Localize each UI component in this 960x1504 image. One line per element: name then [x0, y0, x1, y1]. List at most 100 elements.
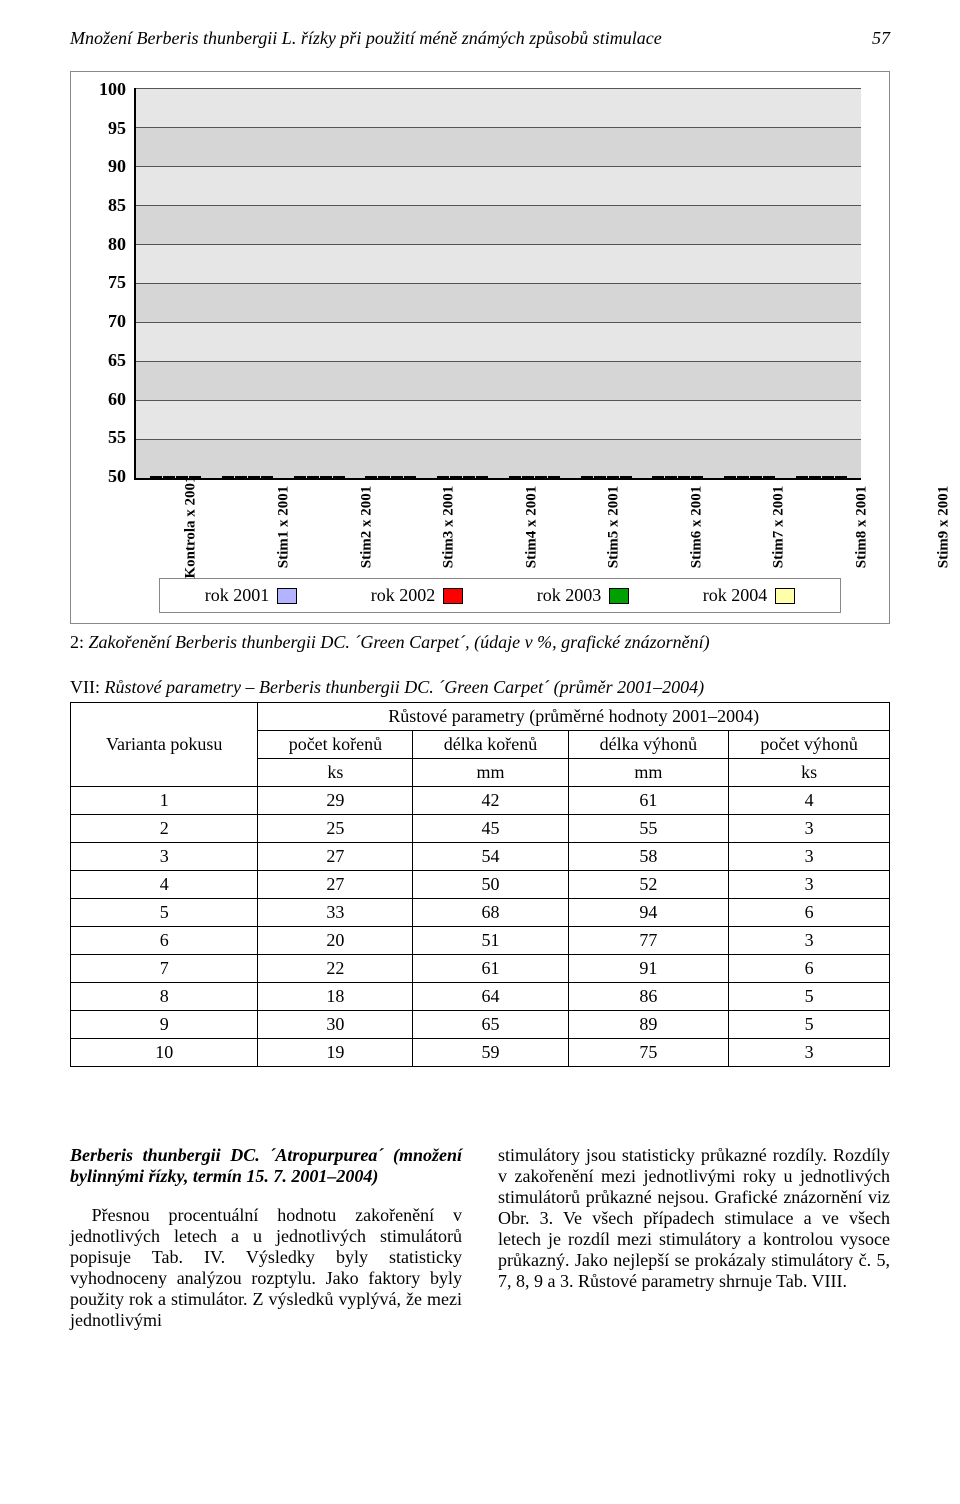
table-cell: 20 [258, 927, 413, 955]
legend-swatch [443, 588, 463, 604]
y-tick: 85 [99, 195, 126, 216]
table-unit: mm [568, 759, 729, 787]
bar-group [499, 476, 571, 478]
data-table: Varianta pokusu Růstové parametry (průmě… [70, 702, 890, 1067]
table-cell: 3 [729, 871, 890, 899]
x-category: Kontrola x 2001 [150, 475, 232, 578]
y-tick: 60 [99, 389, 126, 410]
x-axis-labels: Kontrola x 2001Stim1 x 2001Stim2 x 2001S… [139, 486, 861, 568]
table-col-header: délka kořenů [413, 731, 568, 759]
bar-group [427, 476, 499, 478]
x-category: Stim7 x 2001 [737, 486, 819, 569]
bar [822, 476, 834, 478]
bar [391, 476, 403, 478]
legend-swatch [775, 588, 795, 604]
table-cell: 7 [71, 955, 258, 983]
y-tick: 65 [99, 350, 126, 371]
bar [620, 476, 632, 478]
bar [307, 476, 319, 478]
bar [365, 476, 377, 478]
table-caption: VII: Růstové parametry – Berberis thunbe… [70, 677, 890, 698]
table-cell: 5 [729, 1011, 890, 1039]
bar-group [785, 476, 857, 478]
table-cell: 65 [413, 1011, 568, 1039]
bar [809, 476, 821, 478]
table-row: 62051773 [71, 927, 890, 955]
bar [835, 476, 847, 478]
table-cell: 61 [413, 955, 568, 983]
table-row: 12942614 [71, 787, 890, 815]
table-cell: 77 [568, 927, 729, 955]
table-unit: ks [258, 759, 413, 787]
table-cell: 8 [71, 983, 258, 1011]
bar [450, 476, 462, 478]
plot-area [134, 88, 861, 480]
table-cell: 4 [729, 787, 890, 815]
legend-label: rok 2004 [703, 585, 768, 606]
x-category: Stim8 x 2001 [820, 486, 902, 569]
bar-group [642, 476, 714, 478]
legend-label: rok 2002 [371, 585, 436, 606]
table-cell: 50 [413, 871, 568, 899]
chart-legend: rok 2001rok 2002rok 2003rok 2004 [159, 578, 841, 613]
bar [796, 476, 808, 478]
table-unit: mm [413, 759, 568, 787]
bar [294, 476, 306, 478]
table-row: 42750523 [71, 871, 890, 899]
plot-grid [136, 88, 861, 478]
left-paragraph: Přesnou procentuální hodnotu zakořenění … [70, 1205, 462, 1331]
legend-item: rok 2003 [537, 585, 630, 606]
table-cell: 68 [413, 899, 568, 927]
bar [476, 476, 488, 478]
legend-swatch [277, 588, 297, 604]
legend-label: rok 2003 [537, 585, 602, 606]
left-column: Berberis thunbergii DC. ´Atropurpurea´ (… [70, 1127, 462, 1349]
table-row: 93065895 [71, 1011, 890, 1039]
body-columns: Berberis thunbergii DC. ´Atropurpurea´ (… [70, 1127, 890, 1349]
bar [652, 476, 664, 478]
y-tick: 70 [99, 311, 126, 332]
bar [261, 476, 273, 478]
table-cell: 94 [568, 899, 729, 927]
right-column: stimulátory jsou statisticky průkazné ro… [498, 1127, 890, 1349]
y-tick: 55 [99, 427, 126, 448]
bar [737, 476, 749, 478]
bar [320, 476, 332, 478]
table-cell: 33 [258, 899, 413, 927]
table-cell: 30 [258, 1011, 413, 1039]
table-cell: 86 [568, 983, 729, 1011]
bar [535, 476, 547, 478]
table-cell: 3 [71, 843, 258, 871]
table-head-params: Růstové parametry (průměrné hodnoty 2001… [258, 703, 890, 731]
table-cell: 3 [729, 843, 890, 871]
y-axis: 10095908580757065605550 [99, 88, 134, 478]
table-cell: 54 [413, 843, 568, 871]
table-cell: 89 [568, 1011, 729, 1039]
x-category: Stim1 x 2001 [242, 486, 324, 569]
x-category: Stim3 x 2001 [407, 486, 489, 569]
bar [665, 476, 677, 478]
y-tick: 80 [99, 234, 126, 255]
table-cell: 59 [413, 1039, 568, 1067]
bar [750, 476, 762, 478]
bar [437, 476, 449, 478]
x-category: Stim2 x 2001 [325, 486, 407, 569]
y-tick: 100 [99, 79, 126, 100]
right-paragraph: stimulátory jsou statisticky průkazné ro… [498, 1145, 890, 1292]
x-category: Stim5 x 2001 [572, 486, 654, 569]
bar [763, 476, 775, 478]
table-cell: 45 [413, 815, 568, 843]
bar [150, 476, 162, 478]
y-tick: 50 [99, 466, 126, 487]
table-cell: 75 [568, 1039, 729, 1067]
table-cell: 5 [729, 983, 890, 1011]
table-cell: 19 [258, 1039, 413, 1067]
bar [594, 476, 606, 478]
table-cell: 10 [71, 1039, 258, 1067]
bar [724, 476, 736, 478]
table-cell: 42 [413, 787, 568, 815]
bar [691, 476, 703, 478]
legend-item: rok 2002 [371, 585, 464, 606]
bar [333, 476, 345, 478]
y-tick: 90 [99, 156, 126, 177]
